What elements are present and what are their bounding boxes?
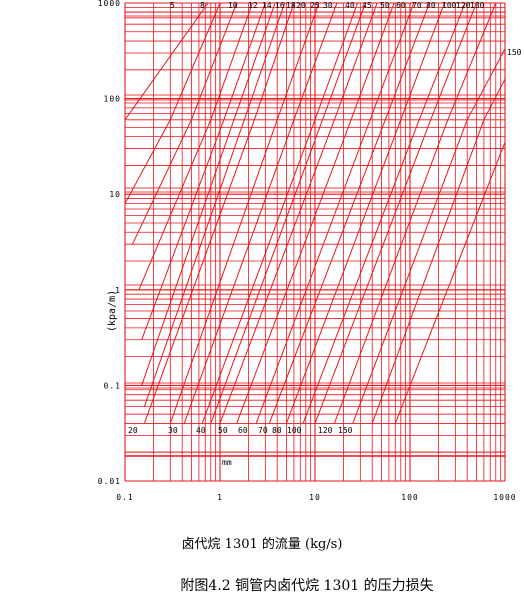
diameter-label-top: 8 [200,1,205,10]
y-axis-label: (kpa/m) [107,290,118,332]
diameter-label-top: 5 [170,1,175,10]
diameter-label-bottom: 70 [258,426,268,435]
diameter-label-top: 16 [275,1,285,10]
series-line-150 [333,3,497,424]
y-tick-label: 10 [109,190,121,199]
diameter-label-bottom: 20 [128,426,138,435]
grid-band [124,94,506,101]
grid-bands [124,11,506,457]
x-axis-label: 卤代烷 1301 的流量 (kg/s) [181,537,343,552]
series-line-120 [302,3,466,424]
diameter-label-top: 45 [362,1,372,10]
diameter-label-top: 50 [380,1,390,10]
diameter-label-top: 60 [396,1,406,10]
x-tick-label: 1 [217,493,223,502]
series-line-12 [138,3,253,290]
diameter-labels-top: 5 8 10 12 14 16 18 20 25 30 40 45 50 60 70 80 100 120 130 1… [170,1,522,57]
series-line-220 [394,142,505,424]
diameter-label-top: 150 [507,48,522,57]
series-line-60 [236,3,395,424]
series-line-80 [268,3,430,424]
series-line-50 [219,3,378,424]
diameter-label-top: 14 [262,1,272,10]
diameter-label-bottom: 120 [318,426,333,435]
series-line-200 [371,78,505,424]
series-line-14 [141,3,266,340]
diameter-labels-bottom: 20 30 40 50 60 70 80 100 120 150 [128,426,353,435]
diameter-label-bottom: 80 [272,426,282,435]
x-tick-label: 0.1 [116,493,133,502]
series-line-8 [125,3,221,204]
unit-label: mm [222,458,232,467]
diameter-label-bottom: 50 [218,426,228,435]
y-tick-labels: 1000 100 10 1 0.1 0.01 [98,0,121,486]
y-tick-label: 1 [115,286,121,295]
y-tick-label: 0.1 [104,381,121,390]
grid-band [124,284,506,291]
x-tick-labels: 0.1 1 10 100 1000 [116,493,516,502]
series-line-18 [143,3,286,407]
series-line-16 [141,3,276,386]
diameter-label-bottom: 150 [338,426,353,435]
series-line-45 [210,3,366,424]
diameter-label-top: 40 [345,1,355,10]
series-line-180 [352,48,505,424]
diameter-label-top: 10 [228,1,238,10]
series-line-20 [143,3,295,424]
x-tick-label: 100 [401,493,418,502]
grid-band [124,11,506,17]
series-lines [125,3,505,424]
diameter-label-top: 80 [426,1,436,10]
series-line-70 [255,3,415,424]
diameter-label-bottom: 100 [287,426,302,435]
diameter-label-top: 18 [286,1,296,10]
diameter-label-top: 12 [248,1,258,10]
series-line-10 [132,3,238,245]
y-tick-label: 100 [104,95,121,104]
diameter-label-top: 130 [470,1,485,10]
series-line-30 [183,3,338,424]
x-tick-label: 10 [309,493,321,502]
grid-band [124,382,506,389]
series-line-100 [285,3,445,424]
y-tick-label: 0.01 [98,477,121,486]
diameter-label-top: 25 [310,1,320,10]
diameter-label-top: 30 [323,1,333,10]
series-line-130 [314,3,477,424]
diameter-label-bottom: 40 [196,426,206,435]
diameter-label-top: 100 [442,1,457,10]
diameter-label-bottom: 60 [238,426,248,435]
grid-band [124,187,506,193]
diameter-label-top: 120 [456,1,471,10]
diameter-label-top: 20 [296,1,306,10]
series-line-40 [201,3,358,424]
diameter-label-bottom: 30 [168,426,178,435]
figure-caption: 附图4.2 铜管内卤代烷 1301 的压力损失 [180,578,434,594]
series-line-25 [169,3,320,424]
x-tick-label: 1000 [493,493,516,502]
y-tick-label: 1000 [98,0,121,8]
diameter-label-top: 70 [412,1,422,10]
